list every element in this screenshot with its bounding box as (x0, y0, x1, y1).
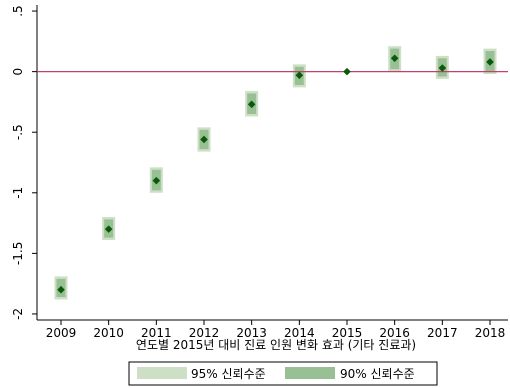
x-tick-label: 2011 (141, 326, 172, 340)
legend-swatch (137, 367, 187, 379)
y-tick-label: -.5 (11, 124, 25, 140)
legend-label: 90% 신뢰수준 (340, 367, 415, 381)
y-tick-label: -2 (11, 308, 25, 320)
data-point (295, 71, 304, 80)
x-tick-label: 2018 (475, 326, 506, 340)
data-point (390, 54, 399, 63)
legend-swatch (285, 367, 335, 379)
y-tick-label: -1 (11, 187, 25, 199)
data-point (247, 100, 256, 109)
x-tick-label: 2009 (46, 326, 77, 340)
legend: 95% 신뢰수준 90% 신뢰수준 (128, 361, 438, 386)
x-tick-label: 2012 (189, 326, 220, 340)
data-point (486, 58, 494, 66)
x-tick-label: 2010 (93, 326, 124, 340)
data-point (57, 285, 65, 294)
data-point (152, 176, 161, 185)
data-point (104, 225, 113, 233)
y-tick-label: -1.5 (11, 242, 25, 265)
y-tick-label: .5 (11, 5, 25, 16)
legend-label: 95% 신뢰수준 (191, 367, 266, 381)
x-tick-label: 2015 (332, 326, 363, 340)
x-tick-label: 2014 (284, 326, 315, 340)
legend-box (128, 361, 438, 386)
y-tick-label: 0 (11, 68, 25, 76)
data-point (438, 64, 447, 72)
x-tick-label: 2017 (427, 326, 458, 340)
plot-area: .5 0 -.5 -1 -1.5 -2 2009 2010 2011 2012 2013 2014 20… (11, 5, 508, 340)
data-point (343, 67, 351, 76)
x-tick-label: 2016 (379, 326, 410, 340)
x-axis-label: 연도별 2015년 대비 진료 인원 변화 효과 (기타 진료과) (136, 338, 416, 352)
x-tick-label: 2013 (236, 326, 267, 340)
data-point (200, 135, 208, 144)
